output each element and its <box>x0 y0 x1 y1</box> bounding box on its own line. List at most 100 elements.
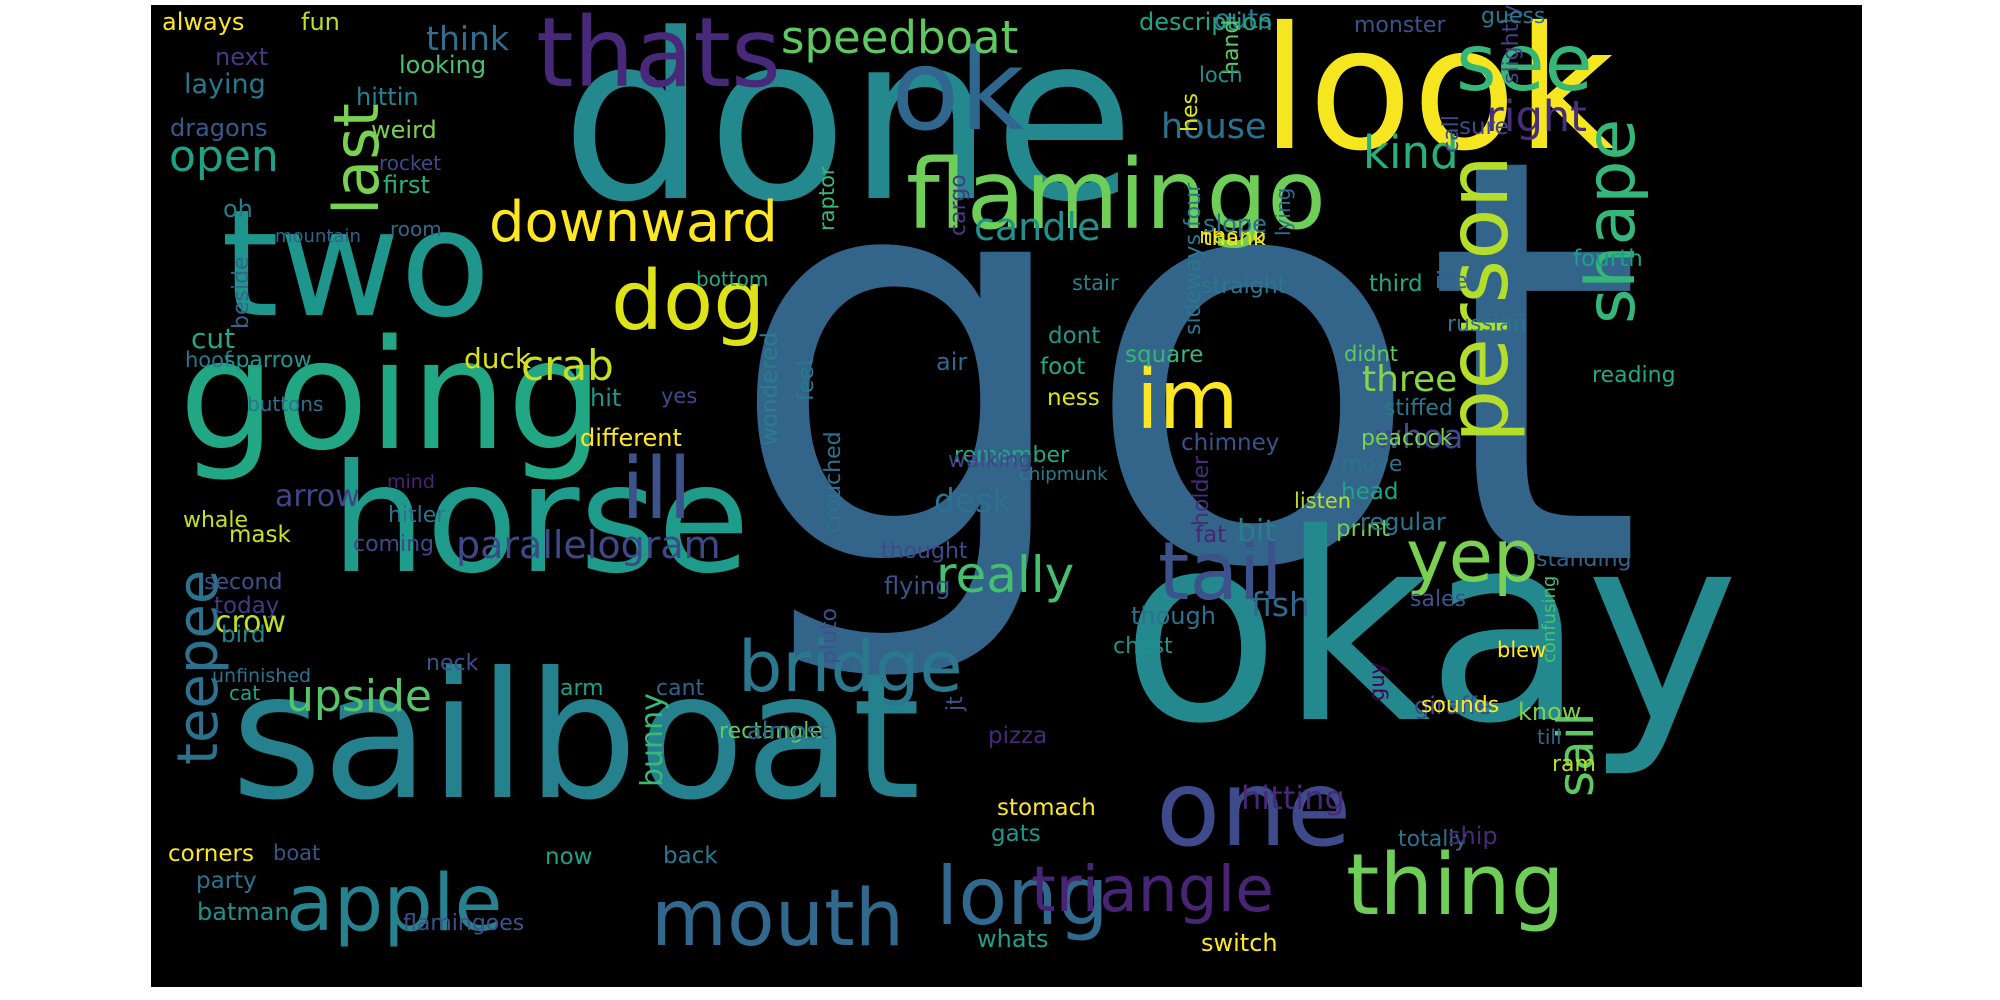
word-desk: desk <box>934 481 1012 520</box>
word-two: two <box>221 178 491 350</box>
word-straight: straight <box>1201 274 1287 299</box>
word-sailboat: sailboat <box>231 636 921 839</box>
word-hitting: hitting <box>1241 779 1345 817</box>
word-arrow: arrow <box>275 479 360 514</box>
word-ive: ive <box>1435 269 1468 294</box>
word-chimney: chimney <box>1181 430 1280 456</box>
word-pluto: pluto <box>817 607 842 664</box>
word-see: see <box>1456 19 1593 109</box>
word-dragons: dragons <box>170 114 268 142</box>
word-blew: blew <box>1497 638 1547 662</box>
word-mask: mask <box>229 522 291 548</box>
word-thank: thank <box>1203 226 1266 251</box>
word-giraffe: giraffe <box>1414 692 1492 720</box>
word-cloud: got okay done sailboat look horse two going one o… <box>151 5 1862 987</box>
word-going: going <box>179 307 604 484</box>
word-fourth: fourth <box>1573 246 1643 272</box>
word-ill: ill <box>621 440 692 539</box>
word-batman: batman <box>197 898 290 926</box>
word-cant: cant <box>656 676 705 701</box>
word-im: im <box>1136 353 1239 448</box>
word-speedboat: speedboat <box>781 11 1019 64</box>
word-buttons: buttons <box>247 392 324 416</box>
word-look: look <box>1261 5 1615 189</box>
word-back: back <box>663 843 718 869</box>
word-hitler: hitler <box>388 503 446 528</box>
word-ship: ship <box>1448 822 1498 850</box>
word-remember: remember <box>954 443 1070 468</box>
word-flamingo: flamingo <box>906 139 1326 251</box>
word-thats: thats <box>536 5 781 109</box>
word-hit: hit <box>590 384 622 412</box>
word-sideways-four: sideways four <box>1181 182 1206 335</box>
word-hes: hes <box>1178 93 1203 132</box>
word-next: next <box>215 43 269 71</box>
word-corners: corners <box>168 841 254 867</box>
word-walking: walking <box>948 448 1033 473</box>
word-candle: candle <box>974 205 1101 249</box>
word-crab: crab <box>521 341 614 390</box>
word-apple: apple <box>286 859 503 949</box>
word-description: description <box>1139 8 1273 36</box>
word-bit: bit <box>1237 514 1277 549</box>
word-triangle: triangle <box>1031 853 1274 926</box>
word-whoa: whoa <box>1375 417 1464 456</box>
word-cat: cat <box>229 681 261 705</box>
word-print: print <box>1336 516 1391 542</box>
word-laying: laying <box>184 69 266 100</box>
word-crow: crow <box>215 605 287 640</box>
word-today: today <box>214 593 280 619</box>
word-kind: kind <box>1363 126 1459 179</box>
word-cut: cut <box>191 322 236 355</box>
word-done: done <box>561 5 1135 253</box>
word-holder: holder <box>1189 455 1214 526</box>
word-rectangle: rectangle <box>719 719 823 744</box>
word-bridge: bridge <box>738 626 963 708</box>
word-downward: downward <box>489 190 778 255</box>
word-almost: almost <box>747 717 829 745</box>
word-stair: stair <box>1072 271 1119 295</box>
word-unfinished: unfinished <box>212 665 312 687</box>
word-got: got <box>726 39 1644 691</box>
word-boat: boat <box>273 841 321 865</box>
word-slope: slope <box>1203 210 1267 238</box>
word-reading: reading <box>1592 363 1676 388</box>
word-lying: lying <box>1271 187 1295 236</box>
word-bottom: bottom <box>696 267 769 291</box>
word-thing: thing <box>1346 836 1565 935</box>
word-fat: fat <box>1195 522 1227 548</box>
word-chipmunk: chipmunk <box>1019 464 1108 485</box>
word-thought: thought <box>881 539 968 564</box>
word-always: always <box>162 8 245 36</box>
word-horse: horse <box>331 433 750 607</box>
word-whats: whats <box>977 925 1049 953</box>
word-flying: flying <box>884 572 951 600</box>
word-outs: outs <box>1214 5 1273 35</box>
word-dog: dog <box>611 254 766 349</box>
word-hittin: hittin <box>356 83 419 111</box>
word-dont: dont <box>1048 323 1101 349</box>
word-standing: standing <box>1536 547 1632 572</box>
word-ok: ok <box>891 26 1025 156</box>
word-know: know <box>1518 698 1582 726</box>
word-sure: sure <box>1459 114 1509 140</box>
word-third: third <box>1369 271 1423 297</box>
word-foot: foot <box>1040 354 1086 380</box>
word-switch: switch <box>1201 929 1278 957</box>
word-loch: loch <box>1199 63 1243 87</box>
word-mind: mind <box>387 471 435 493</box>
word-guess: guess <box>1481 5 1546 29</box>
word-shape: shape <box>1572 118 1651 324</box>
word-upside: upside <box>286 671 432 722</box>
word-crouched: crouched <box>821 431 846 533</box>
word-stiffed: stiffed <box>1384 396 1453 421</box>
word-head: head <box>1341 479 1399 505</box>
word-second: second <box>204 570 283 595</box>
word-mountain: mountain <box>275 226 361 247</box>
word-beside: beside <box>229 256 254 329</box>
word-peacock: peacock <box>1361 426 1453 451</box>
word-weird: weird <box>371 116 437 144</box>
word-fish: fish <box>1251 585 1310 624</box>
word-sounds: sounds <box>1421 693 1500 718</box>
word-gats: gats <box>991 821 1041 847</box>
